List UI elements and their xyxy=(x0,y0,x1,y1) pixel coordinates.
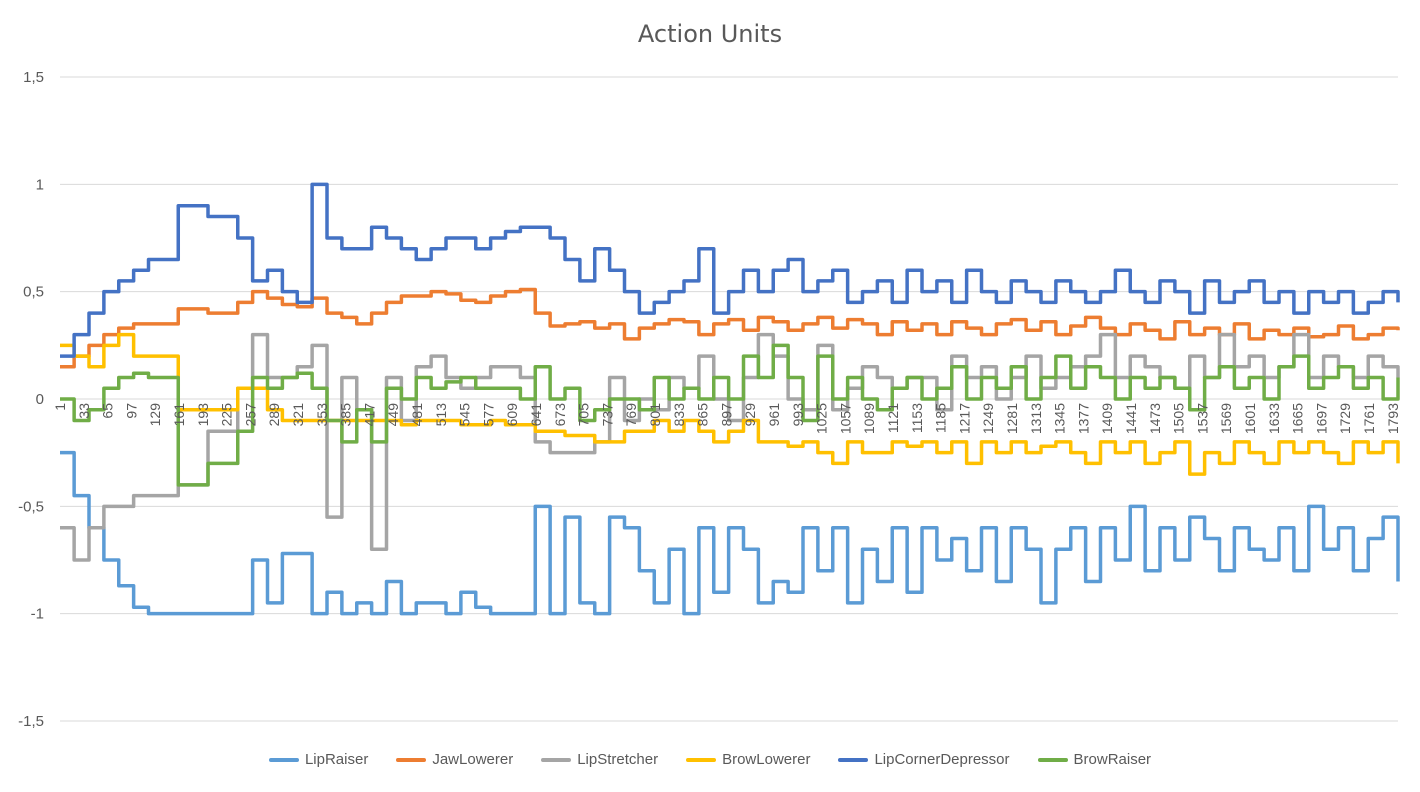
x-tick-label: 449 xyxy=(385,403,401,427)
legend-swatch xyxy=(686,757,717,762)
x-tick-label: 1601 xyxy=(1242,403,1258,434)
x-tick-label: 97 xyxy=(123,403,139,419)
y-tick-label: -0,5 xyxy=(18,498,44,515)
y-axis-ticks: 1,5 1 0,5 0 -0,5 -1 -1,5 xyxy=(18,69,44,730)
legend-label: LipCornerDepressor xyxy=(874,751,1010,768)
x-tick-label: 289 xyxy=(266,403,282,427)
x-tick-label: 833 xyxy=(671,403,687,427)
series-line-lipcornerdepressor xyxy=(60,182,1400,358)
x-tick-label: 1281 xyxy=(1004,403,1020,434)
legend-label: BrowLowerer xyxy=(722,751,811,768)
legend-swatch xyxy=(1037,757,1068,762)
legend-swatch xyxy=(541,757,572,762)
x-tick-label: 1633 xyxy=(1266,403,1282,434)
x-tick-label: 1569 xyxy=(1218,403,1234,434)
x-tick-label: 961 xyxy=(766,403,782,427)
x-tick-label: 673 xyxy=(552,403,568,427)
x-tick-label: 929 xyxy=(742,403,758,427)
series-lines xyxy=(60,182,1400,616)
x-tick-label: 1313 xyxy=(1028,403,1044,434)
legend-swatch xyxy=(396,757,427,762)
series-line-jawlowerer xyxy=(60,287,1400,369)
x-tick-label: 385 xyxy=(338,403,354,427)
x-tick-label: 1217 xyxy=(956,403,972,434)
x-tick-label: 1345 xyxy=(1052,403,1068,434)
legend: LipRaiser JawLowerer LipStretcher BrowLower… xyxy=(0,751,1420,768)
x-tick-label: 801 xyxy=(647,403,663,427)
x-tick-label: 1409 xyxy=(1099,403,1115,434)
x-tick-label: 577 xyxy=(480,403,496,427)
y-tick-label: 0 xyxy=(36,391,44,408)
x-tick-label: 897 xyxy=(718,403,734,427)
x-tick-label: 161 xyxy=(171,403,187,427)
x-tick-label: 1057 xyxy=(837,403,853,434)
x-tick-label: 705 xyxy=(576,403,592,427)
x-tick-label: 1153 xyxy=(909,403,925,433)
x-tick-label: 609 xyxy=(504,403,520,427)
x-tick-label: 1121 xyxy=(885,403,901,433)
x-tick-label: 769 xyxy=(623,403,639,427)
x-tick-label: 1025 xyxy=(814,403,830,434)
x-tick-label: 1729 xyxy=(1337,403,1353,434)
x-tick-label: 1377 xyxy=(1075,403,1091,434)
legend-item-lipcornerdepressor: LipCornerDepressor xyxy=(838,751,1010,768)
x-tick-label: 129 xyxy=(147,403,163,427)
x-tick-label: 417 xyxy=(361,403,377,427)
legend-label: LipRaiser xyxy=(304,751,369,768)
x-axis-ticks: 1 33 65 97 129 161 193 225 257 289 321 353 385 417 449… xyxy=(52,403,1401,434)
legend-item-lipstretcher: LipStretcher xyxy=(541,751,658,768)
legend-label: LipStretcher xyxy=(577,751,659,768)
x-tick-label: 1089 xyxy=(861,403,877,434)
y-tick-label: 1,5 xyxy=(23,69,44,86)
y-tick-label: -1,5 xyxy=(18,713,44,730)
legend-label: JawLowerer xyxy=(432,751,514,768)
x-tick-label: 1185 xyxy=(933,403,949,433)
x-tick-label: 641 xyxy=(528,403,544,427)
y-tick-label: 1 xyxy=(36,176,44,193)
x-tick-label: 1665 xyxy=(1290,403,1306,434)
x-tick-label: 257 xyxy=(242,403,258,427)
x-tick-label: 65 xyxy=(100,403,116,419)
legend-label: BrowRaiser xyxy=(1073,751,1152,768)
legend-item-lipraiser: LipRaiser xyxy=(268,751,369,768)
x-tick-label: 865 xyxy=(695,403,711,427)
series-line-lipraiser xyxy=(60,450,1400,616)
x-tick-label: 1473 xyxy=(1147,403,1163,434)
x-tick-label: 545 xyxy=(457,403,473,427)
legend-swatch xyxy=(268,757,299,762)
y-tick-label: 0,5 xyxy=(23,284,44,301)
y-tick-label: -1 xyxy=(31,606,44,623)
x-tick-label: 737 xyxy=(599,403,615,427)
x-tick-label: 1249 xyxy=(980,403,996,434)
x-tick-label: 513 xyxy=(433,403,449,427)
x-tick-label: 1505 xyxy=(1171,403,1187,434)
x-tick-label: 1537 xyxy=(1194,403,1210,434)
legend-swatch xyxy=(838,757,869,762)
x-tick-label: 33 xyxy=(76,403,92,419)
legend-item-jawlowerer: JawLowerer xyxy=(396,751,513,768)
x-tick-label: 1761 xyxy=(1361,403,1377,434)
x-tick-label: 1793 xyxy=(1385,403,1401,434)
x-tick-label: 353 xyxy=(314,403,330,427)
legend-item-browlowerer: BrowLowerer xyxy=(686,751,810,768)
x-tick-label: 1441 xyxy=(1123,403,1139,434)
chart-title: Action Units xyxy=(637,20,783,48)
series-line-browlowerer xyxy=(60,332,1400,476)
legend-item-browraiser: BrowRaiser xyxy=(1037,751,1152,768)
x-tick-label: 225 xyxy=(219,403,235,427)
x-tick-label: 993 xyxy=(790,403,806,427)
x-tick-label: 1697 xyxy=(1313,403,1329,434)
series-line-browraiser xyxy=(60,343,1400,487)
x-tick-label: 1 xyxy=(52,403,68,411)
x-tick-label: 481 xyxy=(409,403,425,427)
x-tick-label: 321 xyxy=(290,403,306,427)
x-tick-label: 193 xyxy=(195,403,211,427)
